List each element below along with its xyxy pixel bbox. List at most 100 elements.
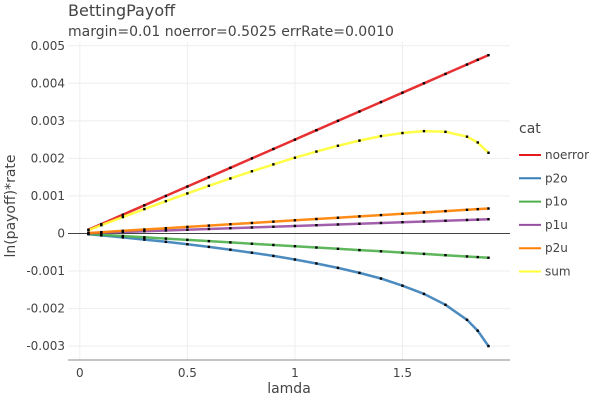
data-point-sum <box>315 150 318 153</box>
legend-item-p1o: p1o <box>545 195 568 209</box>
data-point-p2u <box>487 207 490 210</box>
data-point-noerror <box>121 213 125 216</box>
data-point-p2u <box>229 223 232 226</box>
y-tick-label: -0.001 <box>26 264 65 278</box>
data-point-p2u <box>143 228 146 231</box>
data-point-sum <box>100 224 103 227</box>
data-point-p1o <box>444 253 447 257</box>
data-point-p2o <box>293 258 297 261</box>
legend-item-p1u: p1u <box>545 218 568 232</box>
data-point-p2u <box>476 207 479 211</box>
data-point-p1o <box>250 242 254 245</box>
data-point-p1u <box>465 218 469 222</box>
data-point-noerror <box>379 100 383 104</box>
data-point-p1o <box>401 251 404 254</box>
data-point-p2u <box>121 229 125 233</box>
data-point-p1u <box>229 227 232 230</box>
x-tick-label: 1 <box>291 366 299 380</box>
series-line-p1o <box>88 232 489 259</box>
data-point-p1u <box>164 229 168 232</box>
data-point-p1u <box>358 222 361 225</box>
data-point-p2o <box>476 329 479 332</box>
data-point-noerror <box>358 110 361 113</box>
data-point-noerror <box>422 82 426 85</box>
data-point-sum <box>476 141 479 144</box>
data-point-p1o <box>358 248 361 252</box>
data-point-p2u <box>87 231 90 235</box>
x-tick-label: 1.5 <box>393 366 412 380</box>
data-point-p2o <box>186 243 189 246</box>
y-tick-label: -0.003 <box>26 339 65 353</box>
data-point-noerror <box>465 63 469 66</box>
data-point-p2o <box>444 303 447 307</box>
data-point-p2u <box>164 227 168 230</box>
x-tick-label: 0 <box>76 366 84 380</box>
data-point-sum <box>465 135 469 138</box>
data-point-p2u <box>336 216 340 219</box>
data-point-p2u <box>100 230 103 234</box>
data-point-sum <box>207 184 211 188</box>
data-point-sum <box>293 156 297 159</box>
data-point-sum <box>487 151 490 154</box>
data-point-noerror <box>229 166 232 169</box>
data-point-p1o <box>164 237 168 240</box>
y-tick-label: 0.001 <box>31 189 65 203</box>
y-tick-label: 0.005 <box>31 39 65 53</box>
data-point-sum <box>164 199 168 203</box>
y-axis-label: ln(payoff)*rate <box>3 154 19 257</box>
data-point-p1u <box>250 226 254 229</box>
data-point-noerror <box>476 58 479 62</box>
data-point-p1u <box>401 221 404 224</box>
data-point-noerror <box>164 194 168 198</box>
data-point-noerror <box>487 53 490 57</box>
data-point-noerror <box>401 91 404 94</box>
data-point-sum <box>336 144 340 147</box>
y-tick-label: 0 <box>57 226 65 240</box>
data-point-p1o <box>100 233 103 236</box>
data-point-p1u <box>422 220 426 223</box>
data-point-p2o <box>207 245 211 249</box>
data-point-noerror <box>207 175 211 179</box>
data-point-p1o <box>121 234 125 238</box>
data-point-p2u <box>401 212 404 215</box>
data-point-noerror <box>272 147 275 151</box>
data-point-p1u <box>444 219 447 222</box>
chart-title: BettingPayoff <box>68 1 176 20</box>
data-point-p2u <box>379 213 383 217</box>
data-point-noerror <box>250 157 254 160</box>
data-point-p1o <box>229 241 232 244</box>
data-point-p1u <box>476 218 479 221</box>
data-point-p2o <box>121 236 125 239</box>
y-tick-label: 0.002 <box>31 151 65 165</box>
data-point-p2o <box>272 254 275 258</box>
data-point-noerror <box>186 185 189 188</box>
data-point-noerror <box>293 138 297 141</box>
data-point-p1o <box>476 255 479 259</box>
data-point-p2o <box>379 277 383 280</box>
data-point-p1o <box>422 252 426 256</box>
data-point-p1u <box>207 227 211 231</box>
data-point-p1u <box>293 224 297 228</box>
data-point-p1o <box>207 239 211 243</box>
data-point-sum <box>444 130 447 134</box>
data-point-p2u <box>422 211 426 214</box>
data-point-p1u <box>315 224 318 227</box>
data-point-p2o <box>315 262 318 265</box>
data-point-noerror <box>444 72 447 76</box>
legend: cat noerror p2o p1o p1u p2u sum <box>519 121 589 279</box>
data-point-p2u <box>444 209 447 213</box>
plot-area[interactable] <box>87 53 490 348</box>
data-point-p1o <box>186 238 189 242</box>
data-point-p1o <box>487 256 490 259</box>
y-tick-label: -0.002 <box>26 302 65 316</box>
data-point-p2u <box>315 217 318 221</box>
data-point-p1o <box>336 247 340 250</box>
axes: 0 0.5 1 1.5 0.005 0.004 0.003 0.002 0.001 0 -0.001… <box>26 39 510 380</box>
data-point-sum <box>250 170 254 173</box>
data-point-p1o <box>315 246 318 249</box>
data-point-p2u <box>186 225 189 229</box>
data-point-p2u <box>207 224 211 227</box>
data-point-p2u <box>250 221 254 225</box>
data-point-sum <box>143 207 146 211</box>
